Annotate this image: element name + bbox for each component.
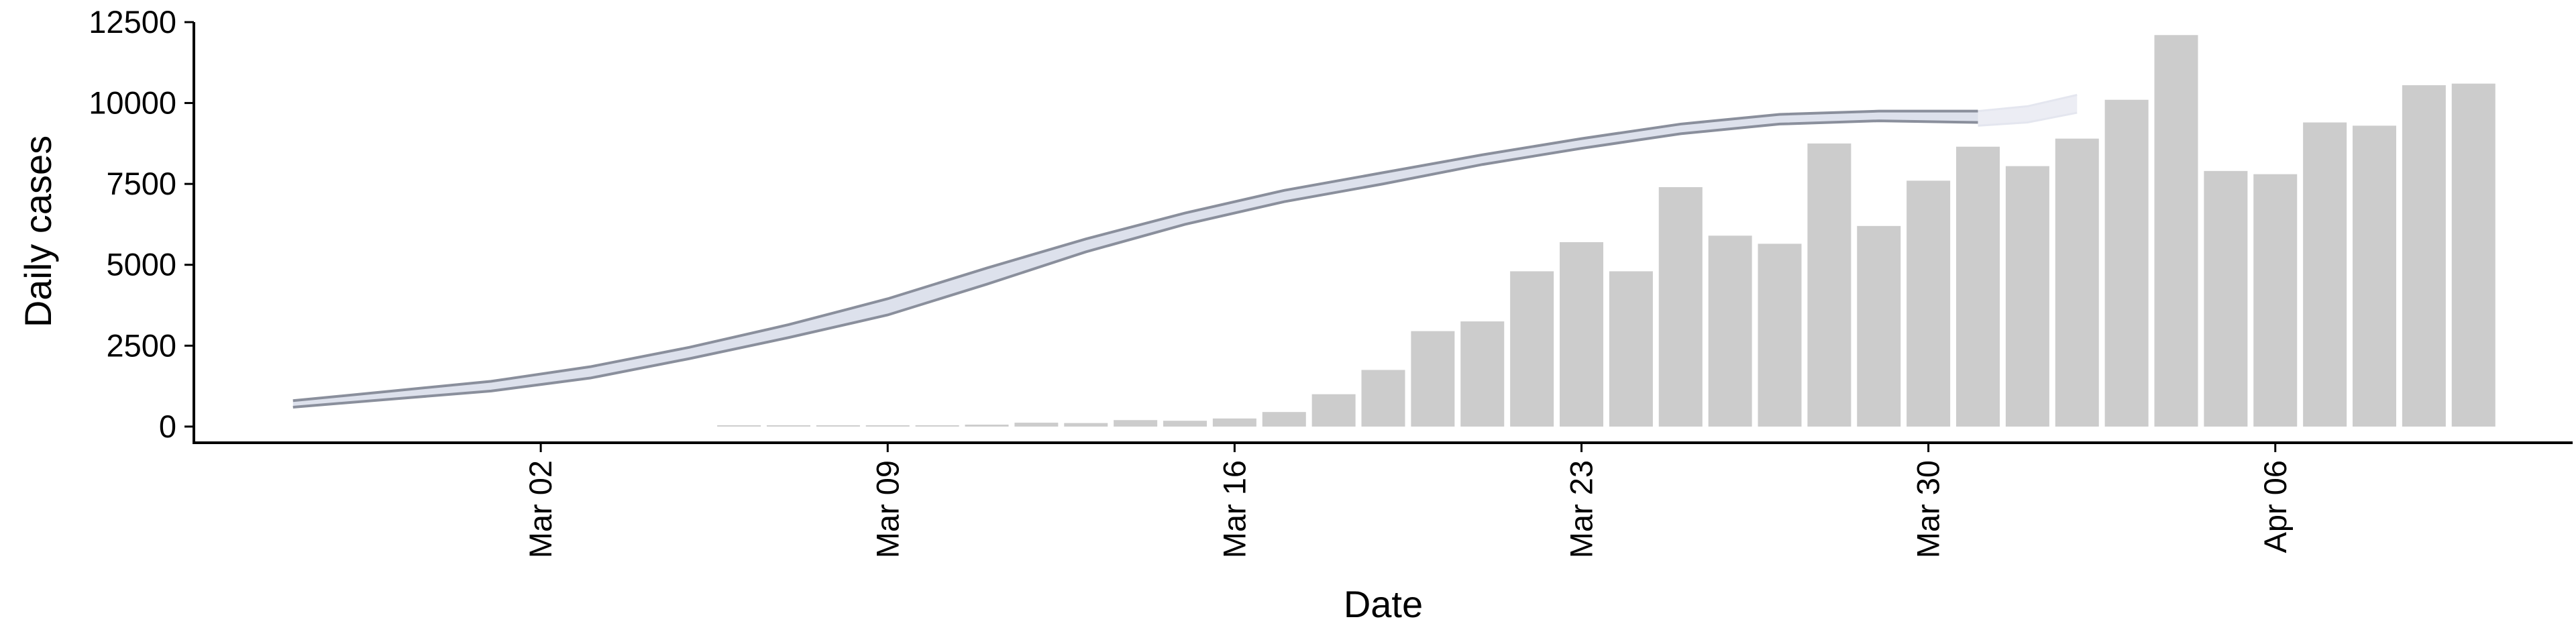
bar bbox=[1212, 418, 1256, 427]
projection-fan-upper-line bbox=[1978, 94, 2078, 113]
bar bbox=[2451, 83, 2496, 427]
bar bbox=[766, 425, 810, 427]
bar bbox=[1907, 180, 1951, 427]
bar bbox=[1708, 235, 1752, 427]
bar bbox=[1311, 394, 1356, 427]
y-tick-label: 12500 bbox=[89, 4, 176, 40]
bar bbox=[2005, 166, 2049, 427]
bar bbox=[2154, 35, 2198, 427]
bar bbox=[865, 425, 910, 427]
bar bbox=[1262, 412, 1306, 427]
x-axis-ticks: Mar 02 Mar 09 Mar 16 Mar 23 Mar 30 Apr 06 bbox=[523, 443, 2293, 558]
bar bbox=[1114, 420, 1158, 427]
bar bbox=[1609, 271, 1653, 427]
bar bbox=[717, 425, 761, 427]
projection-fan-area bbox=[1978, 95, 2078, 126]
bar bbox=[2055, 138, 2099, 427]
bar bbox=[965, 424, 1009, 427]
bar bbox=[2352, 125, 2396, 427]
y-axis-title: Daily cases bbox=[17, 136, 59, 327]
bar bbox=[2253, 174, 2298, 427]
bar bbox=[2303, 122, 2347, 427]
x-axis-title: Date bbox=[1344, 583, 1423, 625]
x-tick-label: Mar 23 bbox=[1564, 460, 1599, 558]
x-tick-label: Mar 30 bbox=[1911, 460, 1946, 558]
bar bbox=[1014, 423, 1059, 427]
bar-series bbox=[717, 35, 2496, 427]
bar bbox=[1758, 244, 1802, 427]
bar bbox=[1955, 146, 2000, 427]
model-fit-band-lower-line bbox=[292, 119, 1978, 409]
y-tick-label: 7500 bbox=[106, 166, 176, 201]
y-tick-label: 5000 bbox=[106, 247, 176, 282]
x-tick-label: Mar 16 bbox=[1216, 460, 1252, 558]
bar bbox=[2402, 85, 2446, 427]
bar bbox=[1559, 241, 1603, 427]
bar bbox=[816, 425, 860, 427]
bar bbox=[1411, 331, 1455, 427]
bar bbox=[1361, 370, 1405, 427]
bar bbox=[1510, 271, 1554, 427]
bar bbox=[1658, 186, 1703, 427]
bar bbox=[1163, 421, 1207, 427]
y-tick-label: 2500 bbox=[106, 327, 176, 363]
bar bbox=[2204, 170, 2248, 427]
projection-fan-lower-line bbox=[1978, 111, 2078, 127]
model-fit-band-upper-line bbox=[292, 109, 1978, 402]
bar bbox=[2104, 99, 2149, 427]
x-tick-label: Apr 06 bbox=[2257, 460, 2293, 553]
x-tick-label: Mar 02 bbox=[523, 460, 558, 558]
bar bbox=[1064, 423, 1108, 427]
y-tick-label: 10000 bbox=[89, 85, 176, 121]
x-tick-label: Mar 09 bbox=[869, 460, 905, 558]
bar bbox=[1857, 225, 1901, 427]
y-axis-ticks: 0 2500 5000 7500 10000 12500 bbox=[89, 4, 194, 444]
bar bbox=[1460, 321, 1505, 427]
bar bbox=[915, 425, 959, 427]
bar bbox=[1807, 143, 1851, 427]
model-line-series bbox=[292, 94, 2078, 409]
y-tick-label: 0 bbox=[159, 409, 176, 444]
